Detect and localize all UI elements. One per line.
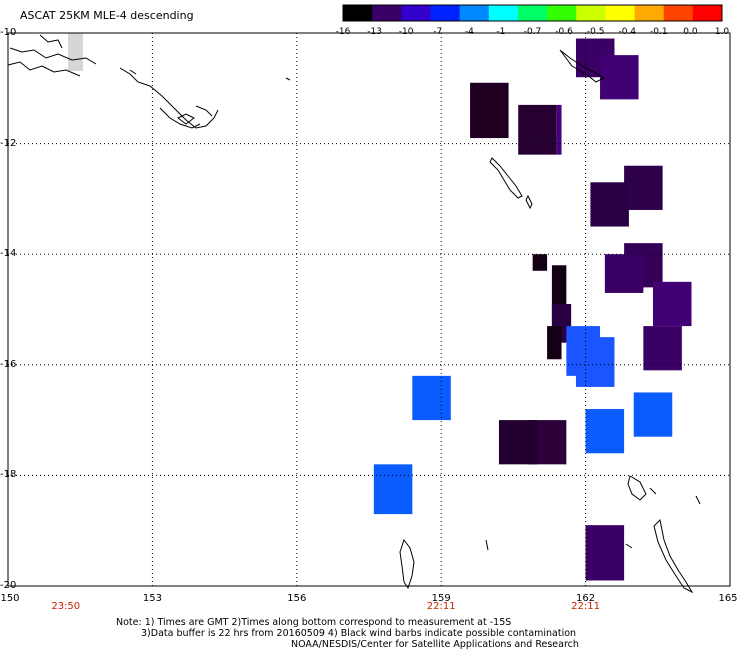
swath-cell <box>547 326 562 360</box>
coastline-new-britain <box>7 34 97 77</box>
pass-time-label: 22:11 <box>571 601 601 612</box>
colorbar-tick-label: -0.5 <box>586 27 605 37</box>
swath-cell <box>624 165 663 210</box>
graticule <box>8 33 730 586</box>
swath-cell <box>373 464 413 515</box>
coastline-small-island <box>129 69 291 81</box>
colorbar-tick-label: -0.1 <box>650 27 668 37</box>
swath-cell <box>518 104 557 155</box>
swath-cell <box>604 254 644 293</box>
swath-cell <box>470 82 509 139</box>
coastline-bougainville <box>119 67 219 129</box>
swath-cell <box>633 392 673 437</box>
longitude-label: 153 <box>142 593 162 604</box>
colorbar-tick-label: -10 <box>398 27 414 37</box>
note-line-1: Note: 1) Times are GMT 2)Times along bot… <box>116 617 512 628</box>
coastline-bougainville-south <box>159 105 213 129</box>
colorbar-swatch <box>459 5 490 21</box>
colorbar-swatch <box>401 5 431 21</box>
note-line-3: NOAA/NESDIS/Center for Satellite Applica… <box>291 639 579 650</box>
colorbar-swatch <box>576 5 606 21</box>
coastline-guadalcanal <box>399 538 633 590</box>
colorbar-swatch <box>488 5 519 21</box>
swath-cell <box>590 182 629 227</box>
swath-cell <box>585 409 625 454</box>
land-patch <box>68 33 83 71</box>
longitude-label: 150 <box>0 593 20 604</box>
pass-time-label: 23:50 <box>51 601 81 612</box>
coastline-santa-isabel <box>489 157 523 199</box>
colorbar-frame <box>342 4 723 22</box>
longitude-label: 165 <box>718 593 738 604</box>
longitude-label: 162 <box>576 593 596 604</box>
swath-cell <box>412 375 451 421</box>
plot-frame <box>7 32 731 587</box>
colorbar-swatch <box>517 5 548 21</box>
land-areas <box>68 33 83 71</box>
swath-cell <box>575 337 615 387</box>
note-line-2: 3)Data buffer is 22 hrs from 20160509 4)… <box>141 628 577 639</box>
colorbar-swatch <box>430 5 461 21</box>
colorbar-swatch <box>663 5 694 21</box>
colorbar-swatch <box>343 5 373 21</box>
pass-time-label: 22:11 <box>426 601 456 612</box>
colorbar-tick-label: -1 <box>496 27 506 37</box>
latitude-label: -14 <box>0 248 17 260</box>
colorbar-tick-label: -7 <box>433 27 443 37</box>
colorbar-swatch <box>605 5 636 21</box>
coastline-malaita <box>525 194 533 210</box>
figure-title: ASCAT 25KM MLE-4 descending <box>20 9 194 22</box>
swath-cell <box>600 55 639 100</box>
colorbar-swatch <box>547 5 577 21</box>
swath-cell <box>585 525 625 581</box>
swath-cell <box>498 420 538 465</box>
coastline-vanuatu-north <box>559 49 606 83</box>
colorbar <box>342 4 723 22</box>
latitude-label: -12 <box>0 137 17 149</box>
colorbar-tick-label: -4 <box>464 27 474 37</box>
swath-cell <box>643 326 682 371</box>
colorbar-swatch <box>634 5 665 21</box>
colorbar-swatch <box>692 5 723 21</box>
colorbar-tick-label: -13 <box>367 27 382 37</box>
longitude-label: 159 <box>431 593 451 604</box>
colorbar-tick-label: -0.4 <box>618 27 637 37</box>
colorbar-tick-label: -0.7 <box>523 27 542 37</box>
colorbar-tick-label: -16 <box>335 27 351 37</box>
swath-cells <box>373 38 692 581</box>
colorbar-tick-label: 0.0 <box>683 27 698 37</box>
coastline-new-caledonia <box>627 475 701 594</box>
colorbar-tick-label: 1.0 <box>714 27 730 37</box>
latitude-label: -16 <box>0 358 17 370</box>
longitude-label: 156 <box>287 593 307 604</box>
swath-cell <box>556 104 562 155</box>
latitude-label: -10 <box>0 27 17 38</box>
coastlines <box>7 34 701 594</box>
colorbar-swatch <box>372 5 402 21</box>
latitude-label: -20 <box>0 580 17 591</box>
latitude-label: -18 <box>0 469 17 481</box>
swath-cell <box>652 281 692 327</box>
swath-cell <box>532 254 548 271</box>
colorbar-tick-label: -0.6 <box>555 27 573 37</box>
